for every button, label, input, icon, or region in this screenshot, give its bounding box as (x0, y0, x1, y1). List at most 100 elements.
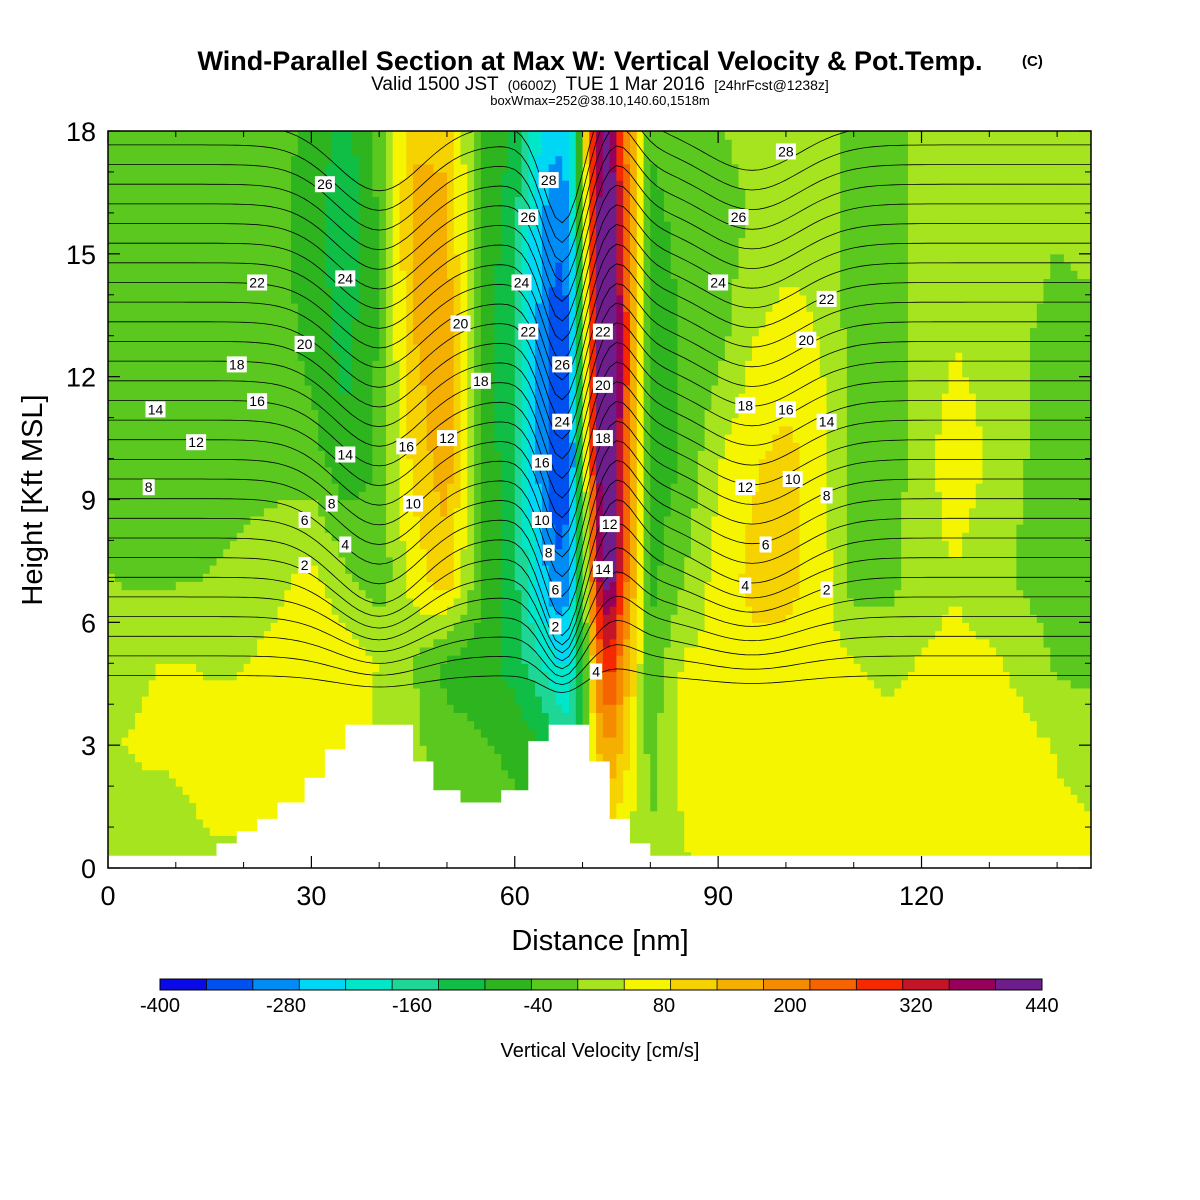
field-cell (433, 270, 441, 279)
field-cell (243, 204, 251, 214)
field-cell (304, 466, 312, 476)
field-cell (331, 212, 340, 222)
field-cell (453, 589, 462, 599)
field-cell (433, 532, 441, 542)
field-cell (433, 630, 441, 640)
field-cell (263, 597, 272, 607)
field-cell (297, 352, 306, 361)
field-cell (277, 646, 285, 656)
field-cell (365, 368, 373, 378)
field-cell (467, 188, 475, 198)
field-cell (169, 499, 177, 509)
field-cell (318, 606, 326, 615)
field-cell (318, 597, 326, 607)
field-cell (426, 565, 434, 574)
field-cell (324, 237, 333, 247)
field-cell (277, 466, 285, 476)
field-cell (386, 434, 394, 443)
field-cell (297, 278, 306, 288)
field-cell (304, 409, 312, 419)
field-cell (250, 524, 258, 533)
field-cell (297, 294, 306, 304)
field-cell (243, 769, 251, 779)
field-cell (291, 376, 299, 386)
field-cell (135, 679, 143, 689)
field-cell (270, 237, 279, 247)
field-cell (406, 221, 414, 230)
field-cell (263, 163, 272, 173)
field-cell (324, 262, 333, 271)
field-cell (250, 147, 258, 157)
field-cell (162, 507, 170, 517)
field-cell (318, 221, 326, 230)
field-cell (114, 319, 123, 329)
field-cell (243, 434, 251, 443)
field-cell (352, 524, 360, 533)
field-cell (277, 286, 285, 296)
field-cell (372, 515, 380, 525)
field-cell (223, 163, 231, 173)
field-cell (162, 524, 170, 533)
field-cell (331, 352, 340, 361)
field-cell (386, 229, 394, 239)
field-cell (413, 450, 421, 460)
field-cell (413, 483, 421, 492)
field-cell (467, 294, 475, 304)
field-cell (250, 794, 258, 804)
field-cell (291, 196, 299, 206)
field-cell (386, 532, 394, 542)
field-cell (453, 638, 462, 648)
field-cell (460, 262, 468, 271)
field-cell (202, 483, 211, 492)
field-cell (474, 794, 482, 804)
field-cell (453, 704, 462, 713)
field-cell (141, 229, 150, 239)
field-cell (419, 728, 428, 738)
field-cell (250, 646, 258, 656)
field-cell (413, 532, 421, 542)
field-cell (169, 212, 177, 222)
field-cell (216, 327, 224, 337)
field-cell (162, 581, 170, 591)
field-cell (216, 827, 224, 836)
field-cell (433, 335, 441, 345)
field-cell (223, 556, 231, 566)
field-cell (413, 548, 421, 558)
field-cell (413, 335, 421, 345)
field-cell (392, 581, 401, 591)
field-cell (447, 548, 455, 558)
field-cell (209, 556, 218, 566)
field-cell (135, 245, 143, 255)
field-cell (257, 196, 265, 206)
field-cell (311, 532, 319, 542)
field-cell (169, 597, 177, 607)
field-cell (223, 319, 231, 329)
field-cell (189, 843, 197, 853)
field-cell (182, 458, 190, 468)
field-cell (216, 638, 224, 648)
field-cell (291, 163, 299, 173)
field-cell (291, 745, 299, 754)
field-cell (406, 131, 414, 140)
field-cell (284, 401, 292, 410)
field-cell (169, 360, 177, 370)
field-cell (426, 450, 434, 460)
field-cell (108, 163, 116, 173)
field-cell (202, 393, 211, 402)
field-cell (304, 327, 312, 337)
field-cell (270, 335, 279, 345)
field-cell (250, 507, 258, 517)
field-cell (467, 335, 475, 345)
field-cell (277, 728, 285, 738)
field-cell (243, 262, 251, 271)
field-cell (236, 434, 245, 443)
field-cell (114, 237, 123, 247)
field-cell (196, 540, 204, 550)
field-cell (392, 294, 401, 304)
field-cell (386, 704, 394, 713)
field-cell (433, 319, 441, 329)
field-cell (460, 188, 468, 198)
field-cell (141, 499, 150, 509)
field-cell (419, 294, 428, 304)
field-cell (419, 229, 428, 239)
